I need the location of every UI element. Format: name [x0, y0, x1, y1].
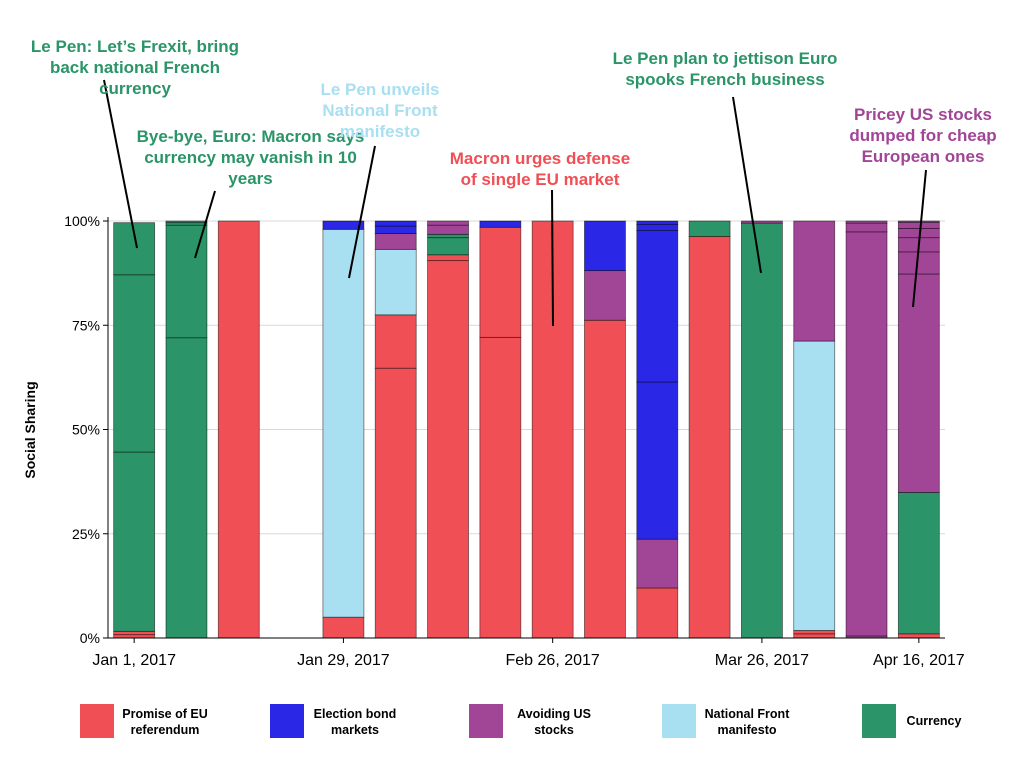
- bar-segment: [374, 233, 417, 250]
- annotation-leader-line: [732, 96, 762, 274]
- bar-segment: [113, 451, 156, 632]
- bar-segment: [741, 222, 783, 639]
- bar-segment: [793, 630, 836, 635]
- x-tick-label: Jan 29, 2017: [297, 652, 390, 669]
- bar-segment: [374, 248, 417, 316]
- bar-segment: [374, 314, 417, 369]
- x-tick-label: Mar 26, 2017: [715, 652, 809, 669]
- bar-segment: [636, 538, 679, 589]
- annotation-leader-line: [103, 79, 138, 249]
- legend-label: Currency: [906, 714, 962, 728]
- y-tick-label: 100%: [64, 213, 100, 229]
- annotation-national-front-manifesto: Le Pen unveils National Front manifesto: [320, 80, 440, 141]
- legend-label: Avoiding US stocks: [517, 707, 591, 737]
- bar-segment: [897, 633, 940, 639]
- bar-segment: [897, 220, 940, 223]
- bar-segment: [217, 220, 260, 639]
- bar-segment: [897, 273, 940, 493]
- annotation-leader-line: [551, 189, 554, 327]
- legend-swatch: [80, 704, 114, 738]
- y-axis-label: Social Sharing: [22, 381, 38, 479]
- y-tick-label: 0%: [80, 630, 100, 646]
- bar-segment: [427, 224, 469, 235]
- bar-segment: [113, 222, 156, 276]
- annotation-bye-bye-euro: Bye-bye, Euro: Macron says currency may …: [136, 127, 365, 188]
- bar-segment: [374, 367, 417, 639]
- bar-segment: [479, 220, 522, 228]
- annotation-jettison-euro: Le Pen plan to jettison Euro spooks Fren…: [612, 49, 838, 89]
- bar-segment: [897, 492, 940, 635]
- bar-segment: [113, 630, 156, 636]
- bar-segment: [479, 336, 522, 639]
- bar-segment: [427, 220, 469, 226]
- bar-segment: [322, 220, 365, 230]
- bar-segment: [427, 237, 469, 256]
- bar-segment: [427, 254, 469, 262]
- y-tick-label: 25%: [72, 526, 100, 542]
- legend-label: Election bond markets: [313, 707, 397, 737]
- bar-segment: [845, 220, 888, 224]
- bar-segment: [427, 260, 469, 639]
- y-tick-label: 75%: [72, 317, 100, 333]
- bar-segment: [897, 221, 940, 229]
- legend-swatch: [862, 704, 896, 738]
- bar-segment: [793, 633, 836, 639]
- annotation-leader-line: [348, 145, 376, 279]
- legend-swatch: [270, 704, 304, 738]
- bar-segment: [584, 270, 626, 321]
- bar-segment: [636, 223, 679, 231]
- legend-label: Promise of EU referendum: [122, 707, 208, 737]
- annotation-leader-line: [194, 190, 216, 259]
- bar-segment: [322, 616, 365, 639]
- bar-segment: [636, 230, 679, 383]
- x-tick-label: Jan 1, 2017: [92, 652, 176, 669]
- legend-swatch: [469, 704, 503, 738]
- bar-segment: [165, 337, 208, 639]
- axes: 0% 25% 50% 75% 100% Jan 1, 2017 Jan 29, 2017 Fe…: [64, 213, 965, 669]
- x-tick-label: Apr 16, 2017: [873, 652, 965, 669]
- bar-segment: [374, 225, 417, 234]
- bar-segment: [688, 236, 731, 639]
- bar-segment: [636, 587, 679, 639]
- annotation-leader-lines: [103, 79, 927, 327]
- y-tick-label: 50%: [72, 422, 100, 438]
- bar-segment: [165, 224, 208, 339]
- legend-label: National Front manifesto: [704, 707, 790, 737]
- x-tick-label: Feb 26, 2017: [506, 652, 600, 669]
- bar-segment: [165, 220, 208, 224]
- bar-segment: [479, 226, 522, 338]
- bars: [113, 220, 940, 639]
- bar-segment: [427, 233, 469, 239]
- bar-segment: [741, 220, 783, 224]
- bar-segment: [845, 231, 888, 637]
- bar-segment: [113, 274, 156, 453]
- bar-segment: [584, 319, 626, 639]
- annotation-frexit: Le Pen: Let’s Frexit, bring back nationa…: [30, 37, 240, 98]
- bar-segment: [636, 220, 679, 225]
- bar-segment: [793, 340, 836, 631]
- bar-segment: [793, 220, 836, 342]
- legend-swatch: [662, 704, 696, 738]
- bar-segment: [845, 222, 888, 233]
- bar-segment: [322, 228, 365, 618]
- bar-segment: [374, 220, 417, 227]
- bar-segment: [688, 220, 731, 237]
- annotation-single-eu-market: Macron urges defense of single EU market: [449, 149, 631, 189]
- bar-segment: [636, 381, 679, 540]
- annotation-pricey-us-stocks: Pricey US stocks dumped for cheap Europe…: [849, 105, 997, 166]
- bar-segment: [584, 220, 626, 272]
- annotation-leader-line: [912, 169, 927, 308]
- bar-segment: [113, 634, 156, 639]
